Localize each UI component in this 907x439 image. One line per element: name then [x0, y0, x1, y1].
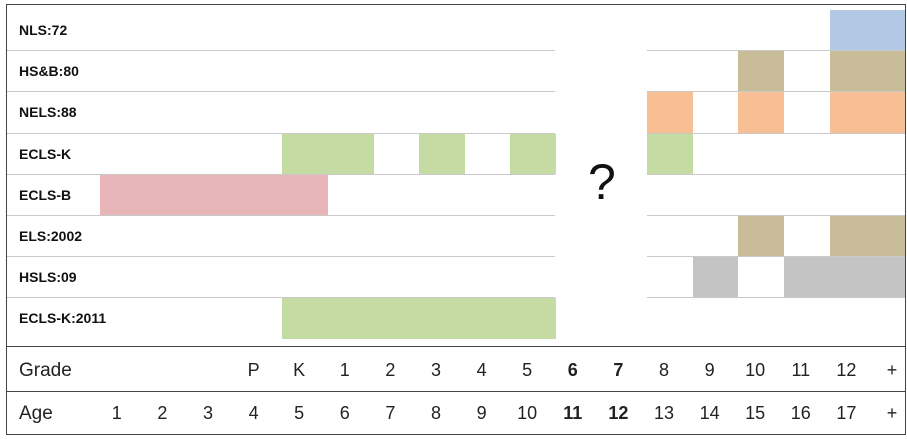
row-separator [7, 91, 555, 93]
study-label: NLS:72 [19, 22, 68, 38]
age-tick: 14 [699, 403, 720, 423]
study-label: ECLS-K [19, 145, 72, 162]
grade-tick: 11 [791, 360, 811, 380]
study-label: NELS:88 [19, 104, 77, 121]
coverage-cell [419, 133, 465, 174]
grade-tick: K [293, 360, 306, 380]
age-tick: 2 [157, 403, 168, 423]
grade-tick: 3 [430, 360, 441, 380]
age-tick: 15 [745, 403, 766, 423]
age-tick: 8 [430, 403, 441, 423]
age-tick: + [886, 403, 898, 423]
row-separator [7, 173, 555, 175]
coverage-cell [692, 257, 739, 298]
row-separator [647, 297, 905, 299]
age-tick: 5 [294, 403, 305, 423]
age-tick: 10 [517, 403, 538, 423]
coverage-cell [829, 92, 905, 133]
row-separator [647, 256, 905, 258]
coverage-cell [647, 92, 693, 133]
coverage-cell [829, 51, 905, 92]
age-tick: 9 [476, 403, 487, 423]
row-separator [7, 297, 555, 299]
grade-tick: 1 [339, 360, 350, 380]
grade-tick: 2 [385, 360, 396, 380]
age-tick: 4 [248, 403, 259, 423]
coverage-cell [829, 216, 905, 257]
coverage-cell [738, 216, 784, 257]
coverage-cell [282, 133, 374, 174]
age-tick: 6 [339, 403, 350, 423]
age-tick: 11 [563, 403, 583, 423]
coverage-cell [282, 298, 556, 339]
study-label: ECLS-K:2011 [19, 310, 107, 327]
grade-tick: + [886, 360, 898, 380]
grade-tick: 10 [745, 360, 766, 380]
row-separator [647, 91, 905, 93]
row-separator [7, 256, 555, 258]
grade-tick: 12 [836, 360, 857, 380]
age-tick: 16 [790, 403, 811, 423]
coverage-cell [738, 92, 784, 133]
study-timeline-diagram: NLS:72 HS&B:80 NELS:88 ECLS-K ECLS-B ELS:2002… [6, 4, 906, 435]
grade-row-label: Grade [19, 360, 72, 381]
row-separator [7, 50, 555, 52]
study-label: ELS:2002 [19, 228, 83, 244]
row-separator [7, 132, 555, 134]
age-tick: 7 [385, 403, 396, 423]
question-mark: ? [588, 154, 616, 210]
row-separator [647, 132, 905, 134]
coverage-cell [829, 10, 905, 51]
study-label: HSLS:09 [19, 269, 77, 286]
grade-tick: 6 [567, 360, 578, 380]
study-label: HS&B:80 [19, 63, 79, 80]
coverage-cell [738, 51, 784, 92]
study-label: ECLS-B [19, 186, 72, 203]
age-tick: 1 [111, 403, 122, 423]
grade-tick: 4 [476, 360, 487, 380]
row-separator [647, 215, 905, 216]
grade-tick: 8 [658, 360, 669, 380]
grade-tick: P [247, 360, 260, 380]
age-row-label: Age [19, 403, 53, 424]
age-tick: 12 [608, 403, 629, 423]
coverage-cell [510, 133, 556, 174]
grade-tick: 7 [613, 360, 624, 380]
age-tick: 13 [653, 403, 675, 423]
grade-tick: 5 [522, 360, 533, 380]
axis-middle-border [7, 391, 905, 392]
coverage-cell [100, 174, 328, 215]
row-separator [647, 173, 905, 175]
row-separator [7, 215, 555, 216]
row-separator [647, 50, 905, 52]
age-tick: 17 [836, 403, 857, 423]
coverage-cell [647, 133, 693, 174]
axis-top-border [7, 346, 905, 347]
age-tick: 3 [202, 403, 213, 423]
coverage-cell [784, 257, 905, 298]
grade-tick: 9 [704, 360, 715, 380]
